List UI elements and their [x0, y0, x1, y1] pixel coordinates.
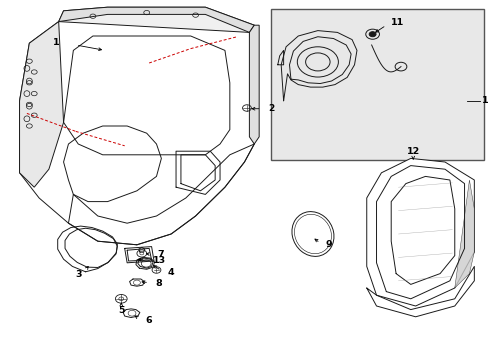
Text: 1: 1 [53, 38, 60, 47]
Ellipse shape [294, 214, 331, 254]
Text: 9: 9 [325, 240, 332, 249]
Text: 3: 3 [75, 270, 81, 279]
Polygon shape [59, 7, 254, 32]
Text: 5: 5 [118, 306, 124, 315]
Polygon shape [454, 180, 473, 288]
Text: 11: 11 [390, 18, 404, 27]
Bar [271, 9, 483, 160]
Text: 13: 13 [152, 256, 165, 265]
Text: 8: 8 [155, 279, 162, 288]
Polygon shape [20, 22, 63, 187]
Ellipse shape [291, 212, 333, 256]
Text: 6: 6 [145, 316, 152, 325]
Polygon shape [366, 158, 473, 306]
Text: 12: 12 [406, 147, 419, 156]
Text: 4: 4 [167, 268, 174, 276]
Circle shape [368, 32, 375, 37]
Text: 7: 7 [157, 251, 164, 259]
Polygon shape [59, 7, 254, 32]
Text: 2: 2 [267, 104, 274, 113]
Text: 10: 10 [481, 96, 488, 105]
Polygon shape [249, 25, 259, 144]
Polygon shape [20, 14, 254, 245]
